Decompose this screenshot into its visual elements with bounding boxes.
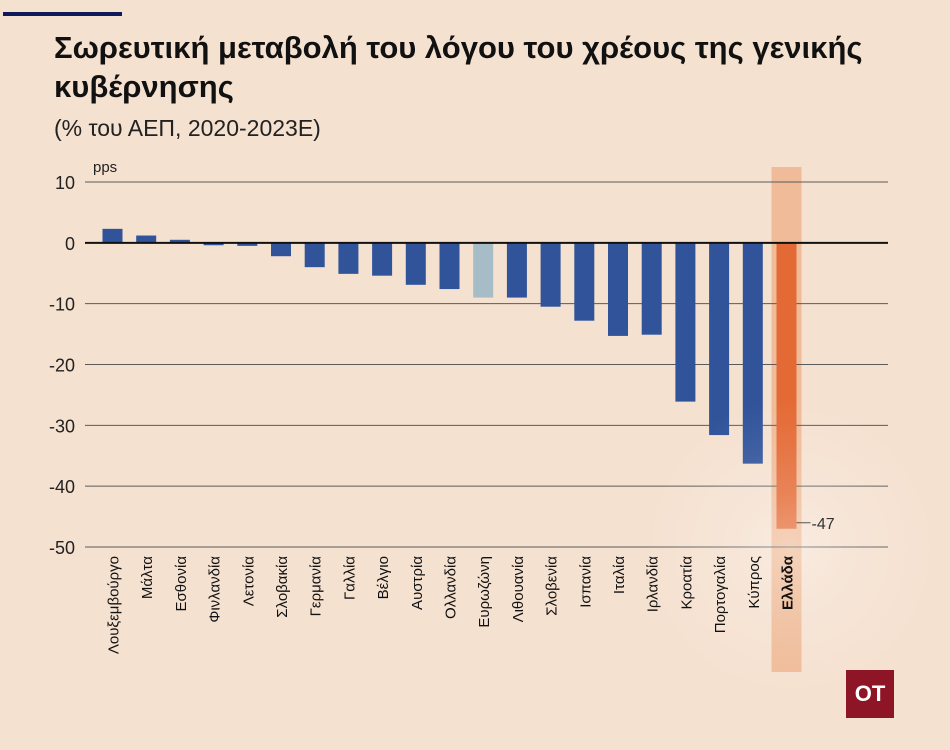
- bar: [675, 242, 696, 402]
- category-label: Ευρωζώνη: [476, 556, 493, 628]
- chart-subtitle: (% του ΑΕΠ, 2020-2023Ε): [54, 115, 321, 141]
- category-label: Αυστρία: [409, 556, 426, 610]
- y-tick-label: -10: [49, 295, 75, 315]
- category-label: Ελλάδα: [780, 555, 797, 610]
- y-tick-label: 10: [55, 173, 75, 193]
- category-label: Εσθονία: [173, 556, 190, 612]
- category-label: Μάλτα: [139, 556, 156, 599]
- bar: [506, 242, 527, 298]
- value-label: -47: [812, 516, 835, 533]
- category-label: Σλοβενία: [544, 556, 561, 616]
- category-label: Γερμανία: [308, 556, 325, 617]
- category-label: Σλοβακία: [274, 556, 291, 618]
- category-label: Λουξεμβούργο: [106, 556, 123, 654]
- highlight-glow: [640, 398, 941, 699]
- top-accent-rule: [3, 12, 122, 16]
- y-tick-label: -20: [49, 356, 75, 376]
- category-label: Γαλλία: [341, 556, 358, 600]
- bar: [405, 242, 426, 285]
- chart-title: Σωρευτική μεταβολή του λόγου του χρέους …: [54, 30, 863, 104]
- bar: [271, 242, 291, 257]
- category-label: Βέλγιο: [375, 556, 392, 599]
- bar: [338, 242, 359, 274]
- y-tick-label: 0: [65, 234, 75, 254]
- bar: [136, 235, 157, 243]
- bar: [709, 242, 730, 436]
- y-tick-label: -30: [49, 416, 75, 436]
- bar: [203, 242, 224, 246]
- category-label: Πορτογαλία: [712, 556, 729, 634]
- bar: [439, 242, 460, 290]
- bar: [540, 242, 561, 307]
- y-tick-label: -40: [49, 477, 75, 497]
- category-label: Λετονία: [240, 556, 257, 607]
- bar: [237, 242, 258, 246]
- category-label: Ιρλανδία: [645, 556, 662, 613]
- ot-logo: OT: [846, 670, 894, 718]
- bar: [574, 242, 595, 321]
- category-label: Ιταλία: [611, 556, 628, 594]
- bar: [608, 242, 628, 336]
- y-unit-label: pps: [93, 159, 117, 176]
- bar: [304, 242, 325, 268]
- category-label: Κύπρος: [746, 556, 763, 609]
- category-label: Λιθουανία: [510, 556, 527, 623]
- y-tick-label: -50: [49, 538, 75, 558]
- bar: [473, 242, 494, 298]
- category-label: Φινλανδία: [207, 556, 224, 623]
- bar: [641, 242, 662, 335]
- bar: [102, 228, 123, 243]
- bar: [169, 239, 190, 243]
- bar: [372, 242, 393, 276]
- category-label: Ισπανία: [577, 556, 594, 608]
- category-label: Κροατία: [678, 556, 695, 610]
- category-label: Ολλανδία: [443, 556, 460, 619]
